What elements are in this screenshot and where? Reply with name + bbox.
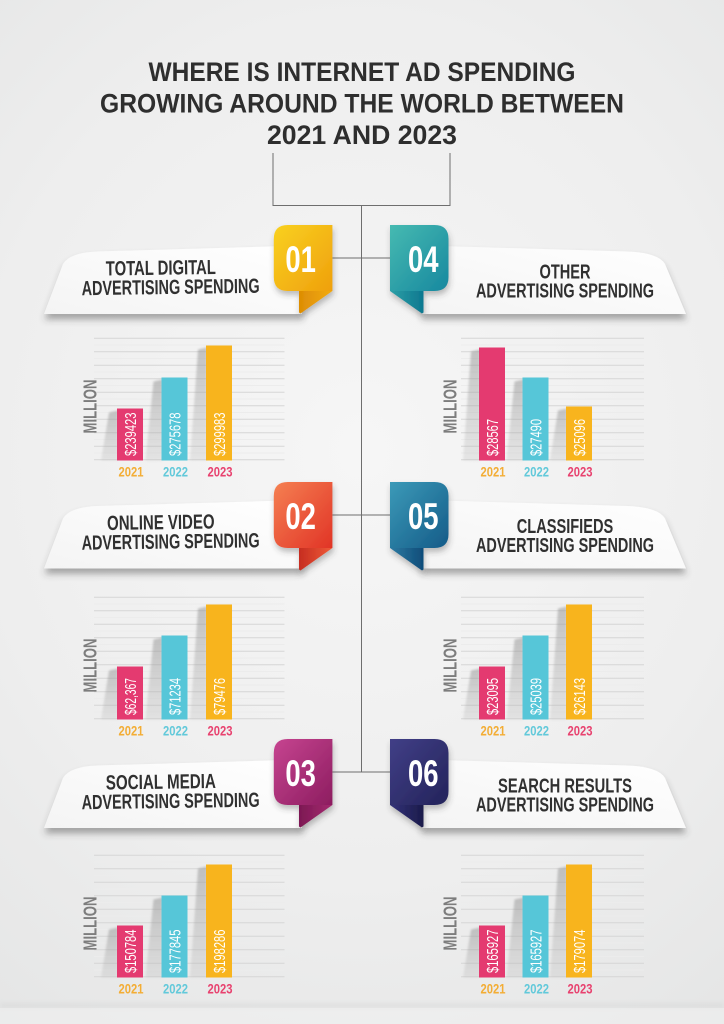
svg-text:$71234: $71234	[168, 678, 185, 715]
svg-text:03: 03	[285, 753, 316, 794]
svg-text:ADVERTISING SPENDING: ADVERTISING SPENDING	[476, 534, 654, 557]
svg-text:ADVERTISING SPENDING: ADVERTISING SPENDING	[476, 280, 654, 303]
svg-text:$28567: $28567	[485, 419, 502, 456]
svg-text:2023: 2023	[568, 723, 593, 739]
svg-text:$239423: $239423	[123, 412, 140, 456]
svg-text:2023: 2023	[568, 981, 593, 997]
svg-text:ONLINE VIDEO: ONLINE VIDEO	[107, 510, 215, 534]
svg-text:2021: 2021	[119, 981, 144, 997]
svg-text:2023: 2023	[208, 464, 233, 480]
svg-text:$165927: $165927	[529, 929, 546, 973]
svg-text:$23095: $23095	[485, 678, 502, 715]
svg-text:06: 06	[408, 753, 439, 794]
svg-text:ADVERTISING SPENDING: ADVERTISING SPENDING	[476, 794, 654, 817]
svg-text:$26143: $26143	[572, 678, 589, 715]
svg-text:2021: 2021	[481, 723, 506, 739]
svg-text:2022: 2022	[163, 464, 188, 480]
svg-text:MILLION: MILLION	[440, 897, 460, 951]
svg-text:2022: 2022	[163, 981, 188, 997]
svg-text:SOCIAL MEDIA: SOCIAL MEDIA	[106, 770, 216, 795]
svg-text:$62,367: $62,367	[123, 678, 140, 715]
svg-text:$198286: $198286	[212, 929, 229, 973]
svg-text:MILLION: MILLION	[440, 639, 460, 693]
svg-text:05: 05	[408, 496, 439, 537]
svg-text:$275678: $275678	[168, 412, 185, 456]
svg-text:2021: 2021	[119, 464, 144, 480]
svg-text:2022: 2022	[524, 981, 549, 997]
svg-text:SEARCH RESULTS: SEARCH RESULTS	[498, 774, 632, 797]
svg-text:ADVERTISING SPENDING: ADVERTISING SPENDING	[81, 275, 259, 300]
svg-text:$165927: $165927	[485, 929, 502, 973]
svg-text:WHERE IS INTERNET AD SPENDING: WHERE IS INTERNET AD SPENDING	[149, 57, 576, 87]
svg-text:CLASSIFIEDS: CLASSIFIEDS	[517, 515, 614, 538]
svg-text:$25039: $25039	[529, 678, 546, 715]
svg-text:GROWING AROUND THE WORLD BETWE: GROWING AROUND THE WORLD BETWEEN	[100, 89, 624, 119]
svg-text:2022: 2022	[524, 723, 549, 739]
svg-text:TOTAL DIGITAL: TOTAL DIGITAL	[106, 256, 216, 281]
svg-text:$25096: $25096	[572, 419, 589, 456]
svg-text:2021: 2021	[119, 723, 144, 739]
svg-text:$79476: $79476	[212, 678, 229, 715]
svg-text:MILLION: MILLION	[81, 897, 101, 951]
svg-text:ADVERTISING SPENDING: ADVERTISING SPENDING	[81, 789, 259, 814]
svg-text:2023: 2023	[208, 981, 233, 997]
svg-text:MILLION: MILLION	[81, 639, 101, 693]
svg-text:OTHER: OTHER	[540, 260, 591, 283]
svg-text:MILLION: MILLION	[81, 380, 101, 434]
svg-text:$150784: $150784	[123, 929, 140, 973]
svg-text:2023: 2023	[208, 723, 233, 739]
svg-text:$299983: $299983	[212, 412, 229, 456]
svg-text:2021: 2021	[481, 464, 506, 480]
svg-text:2022: 2022	[524, 464, 549, 480]
svg-text:2021 AND 2023: 2021 AND 2023	[267, 120, 457, 150]
svg-text:2023: 2023	[568, 464, 593, 480]
svg-text:$177845: $177845	[168, 929, 185, 973]
svg-text:01: 01	[285, 239, 316, 280]
svg-text:04: 04	[408, 239, 439, 280]
svg-text:$179074: $179074	[572, 929, 589, 973]
svg-text:MILLION: MILLION	[440, 380, 460, 434]
svg-text:ADVERTISING SPENDING: ADVERTISING SPENDING	[81, 529, 259, 554]
svg-text:2022: 2022	[163, 723, 188, 739]
svg-text:02: 02	[285, 496, 316, 537]
svg-text:$27490: $27490	[529, 419, 546, 456]
svg-text:2021: 2021	[481, 981, 506, 997]
